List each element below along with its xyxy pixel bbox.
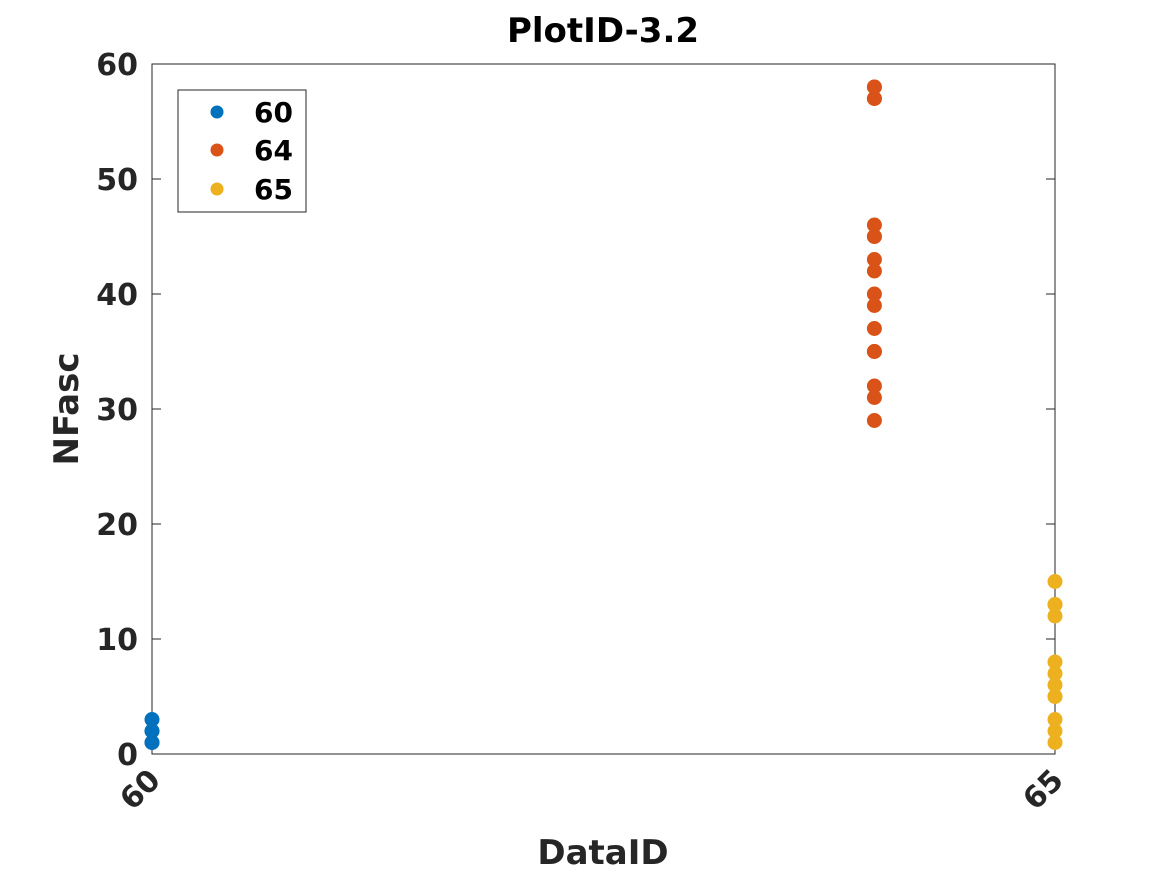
data-point-series-3 (1047, 689, 1063, 704)
data-point-series-2 (866, 378, 882, 394)
y-axis-ticks: 0 10 20 30 40 50 60 (96, 48, 1055, 773)
data-point-series-2 (866, 321, 882, 336)
data-point-series-3 (1047, 597, 1063, 612)
y-tick-label: 60 (96, 48, 138, 83)
data-point-series-2 (866, 390, 882, 405)
legend-marker-series-3 (210, 182, 224, 196)
x-axis-label: DataID (537, 833, 668, 873)
data-point-series-3 (1047, 666, 1063, 681)
legend: 60 64 65 (177, 89, 307, 213)
data-points (144, 79, 1063, 750)
data-point-series-2 (866, 413, 882, 428)
legend-label-series-2: 64 (254, 134, 293, 167)
y-tick-label: 40 (96, 278, 138, 313)
y-tick-label: 50 (96, 163, 138, 198)
data-point-series-2 (866, 229, 882, 244)
data-point-series-2 (866, 252, 882, 267)
data-point-series-3 (1047, 723, 1063, 739)
data-point-series-2 (866, 298, 882, 313)
y-tick-label: 10 (96, 623, 138, 658)
legend-box (177, 89, 307, 213)
data-point-series-3 (1047, 677, 1063, 693)
y-tick-label: 30 (96, 393, 138, 428)
legend-marker-series-1 (210, 105, 224, 119)
data-point-series-1 (144, 735, 160, 750)
data-point-series-3 (1047, 608, 1063, 624)
legend-label-series-3: 65 (254, 173, 293, 206)
y-tick-label: 20 (96, 508, 138, 543)
data-point-series-2 (866, 217, 882, 233)
y-tick-label: 0 (117, 738, 138, 773)
data-point-series-3 (1047, 712, 1063, 727)
x-tick-label: 65 (1016, 763, 1070, 817)
data-point-series-1 (144, 712, 160, 727)
data-point-series-3 (1047, 574, 1063, 589)
data-point-series-2 (866, 263, 882, 279)
data-point-series-3 (1047, 654, 1063, 670)
data-point-series-1 (144, 723, 160, 739)
data-point-series-2 (866, 79, 882, 95)
data-point-series-2 (866, 286, 882, 302)
legend-marker-series-2 (210, 143, 224, 157)
data-point-series-2 (866, 91, 882, 106)
legend-label-series-1: 60 (254, 96, 293, 129)
data-point-series-3 (1047, 735, 1063, 750)
data-point-series-2 (866, 344, 882, 359)
y-axis-label: NFasc (47, 352, 87, 465)
chart-title: PlotID-3.2 (507, 11, 699, 51)
